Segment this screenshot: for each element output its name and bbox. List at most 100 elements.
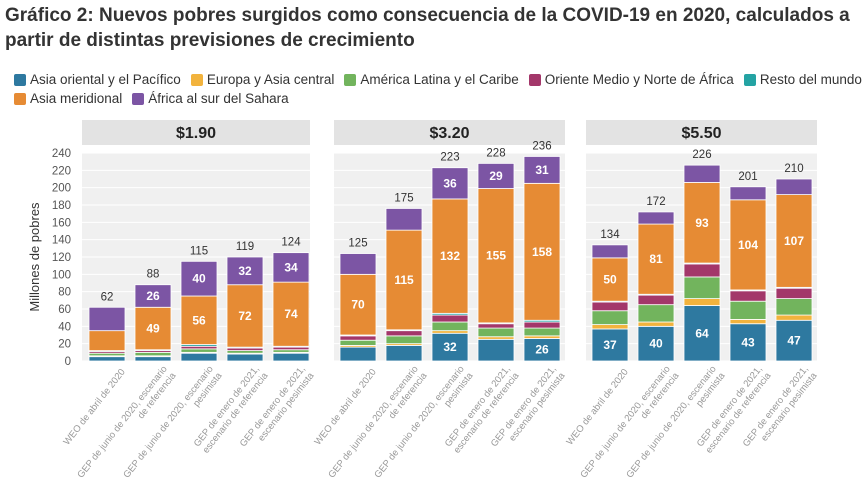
bar-value-label: 158	[532, 245, 552, 259]
bar-segment	[637, 223, 675, 295]
bar-segment	[180, 348, 218, 353]
legend-swatch	[344, 73, 357, 86]
bar-segment	[385, 208, 423, 231]
legend-row-2: Asia meridional África al sur del Sahara	[14, 89, 854, 108]
bar-total-label: 88	[147, 269, 160, 281]
panel-title: $3.20	[429, 125, 469, 142]
bar-segment	[729, 323, 767, 362]
bar-segment	[775, 194, 813, 288]
y-tick-label: 120	[52, 252, 71, 264]
bar-segment	[637, 321, 675, 327]
bar-total-label: 228	[486, 147, 505, 159]
panel-header	[82, 120, 310, 145]
legend-item-europa: Europa y Asia central	[190, 72, 335, 87]
bar-value-label: 37	[603, 338, 617, 352]
bar-segment	[591, 257, 629, 302]
bar-segment	[523, 156, 561, 184]
bar-segment	[272, 252, 310, 283]
bar-segment	[683, 263, 721, 278]
bar-segment	[729, 300, 767, 320]
legend-swatch	[14, 73, 26, 86]
bar-total-label: 236	[532, 140, 551, 152]
y-tick-label: 160	[52, 217, 71, 229]
bar-value-label: 93	[695, 216, 709, 230]
bar-segment	[477, 327, 515, 338]
bar-segment	[683, 305, 721, 362]
legend-label: Oriente Medio y Norte de África	[544, 72, 734, 87]
bar-segment	[477, 188, 515, 324]
bar-segment	[134, 356, 172, 362]
y-tick-label: 220	[52, 165, 71, 177]
bar-total-label: 115	[190, 245, 208, 257]
bar-segment	[339, 253, 377, 275]
bar-segment	[339, 339, 377, 346]
bar-value-label: 29	[489, 169, 503, 183]
bar-value-label: 50	[603, 273, 617, 287]
bar-segment	[180, 295, 218, 345]
legend-swatch	[132, 92, 145, 105]
bar-total-label: 124	[281, 237, 301, 249]
legend-label: América Latina y el Caribe	[360, 72, 519, 87]
bar-segment	[775, 287, 813, 300]
bar-segment	[272, 352, 310, 362]
bar-segment	[226, 353, 264, 362]
legend-item-africa: África al sur del Sahara	[132, 91, 289, 106]
bar-segment	[729, 318, 767, 325]
bar-value-label: 56	[192, 313, 206, 327]
bar-value-label: 34	[284, 260, 298, 274]
bar-value-label: 115	[394, 273, 414, 287]
legend-label: Asia oriental y el Pacífico	[30, 72, 181, 87]
y-tick-label: 200	[52, 183, 71, 195]
legend-row-1: Asia oriental y el Pacífico Europa y Asi…	[14, 70, 862, 89]
bar-value-label: 49	[146, 322, 160, 336]
bar-segment	[385, 330, 423, 337]
bar-segment	[431, 167, 469, 200]
bar-segment	[775, 298, 813, 316]
bar-segment	[385, 229, 423, 331]
bar-total-label: 62	[101, 291, 114, 303]
bar-total-label: 223	[440, 152, 459, 164]
bar-segment	[683, 298, 721, 306]
bar-value-label: 36	[443, 176, 457, 190]
bar-value-label: 26	[535, 343, 549, 357]
legend-swatch	[14, 92, 26, 105]
y-tick-label: 80	[58, 287, 71, 299]
bar-segment	[523, 182, 561, 321]
legend-swatch	[528, 73, 541, 86]
bar-segment	[339, 346, 377, 362]
legend-item-asia-meridional: Asia meridional	[14, 91, 122, 106]
bar-segment	[180, 260, 218, 297]
legend-label: Resto del mundo	[759, 72, 862, 87]
legend-label: Europa y Asia central	[206, 72, 335, 87]
y-tick-label: 20	[58, 339, 71, 351]
y-tick-label: 240	[52, 148, 71, 160]
bar-total-label: 172	[646, 196, 665, 208]
y-tick-label: 40	[58, 321, 71, 333]
bar-value-label: 104	[738, 238, 758, 252]
bar-value-label: 43	[741, 335, 755, 349]
bar-value-label: 107	[784, 234, 804, 248]
panel-title: $1.90	[176, 125, 216, 142]
bar-value-label: 155	[486, 249, 506, 263]
bar-segment	[775, 314, 813, 321]
bar-total-label: 134	[600, 229, 620, 241]
bar-segment	[272, 281, 310, 347]
bar-segment	[431, 314, 469, 323]
bar-segment	[88, 306, 126, 332]
bar-segment	[523, 327, 561, 337]
bar-value-label: 32	[238, 264, 252, 278]
y-axis-label: Millones de pobres	[27, 202, 42, 312]
bar-segment	[683, 164, 721, 183]
bar-segment	[591, 301, 629, 312]
legend-item-resto-mundo: Resto del mundo	[743, 72, 862, 87]
bar-value-label: 40	[192, 272, 206, 286]
bar-total-label: 119	[236, 241, 254, 253]
bar-value-label: 47	[787, 334, 801, 348]
bar-segment	[729, 290, 767, 302]
y-tick-label: 100	[52, 269, 71, 281]
bar-value-label: 132	[440, 249, 460, 263]
bar-segment	[477, 323, 515, 329]
bar-segment	[385, 344, 423, 362]
bar-segment	[134, 284, 172, 308]
bar-segment	[683, 276, 721, 299]
